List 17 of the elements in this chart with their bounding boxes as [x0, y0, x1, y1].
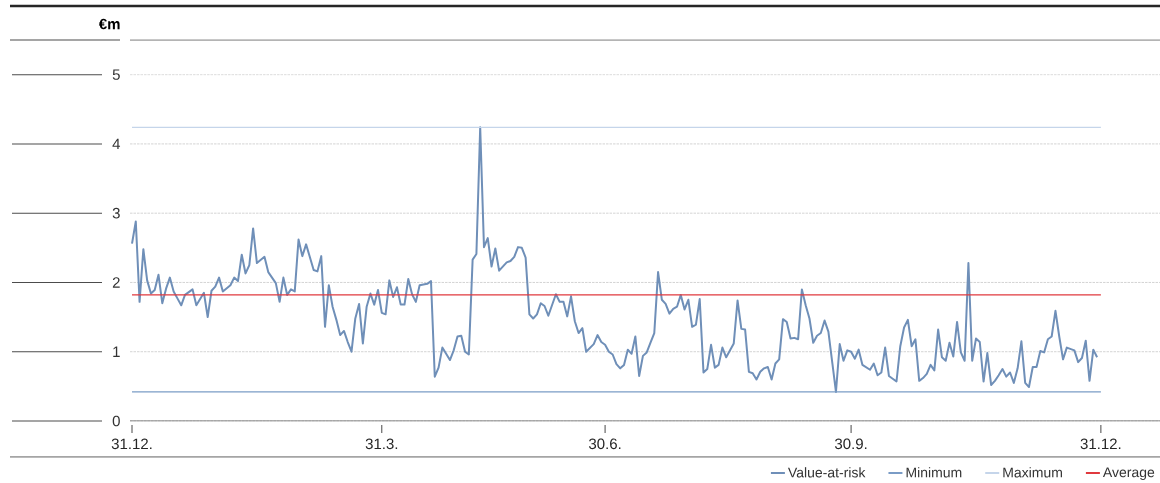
y-tick-label: 5 — [112, 69, 120, 80]
legend-label: Value-at-risk — [787, 467, 866, 478]
legend-label: Average — [1102, 467, 1155, 480]
x-tick-label: 31.3. — [365, 438, 398, 450]
y-tick-label: 3 — [112, 207, 120, 219]
legend-label: Minimum — [906, 467, 962, 478]
legend-label: Maximum — [1003, 467, 1062, 478]
x-tick-label: 30.6. — [588, 438, 621, 450]
line-series — [131, 126, 1099, 393]
y-tick-label: 4 — [112, 138, 121, 150]
y-tick-label: 2 — [112, 277, 120, 288]
y-tick-label: 1 — [113, 346, 120, 357]
y-tick-label: 0 — [112, 415, 120, 427]
x-tick-label: 31.12. — [1080, 438, 1121, 450]
y-axis-title: €m — [98, 18, 120, 30]
x-tick-label: 31.12. — [111, 438, 152, 450]
x-tick-label: 30.9. — [834, 438, 867, 450]
